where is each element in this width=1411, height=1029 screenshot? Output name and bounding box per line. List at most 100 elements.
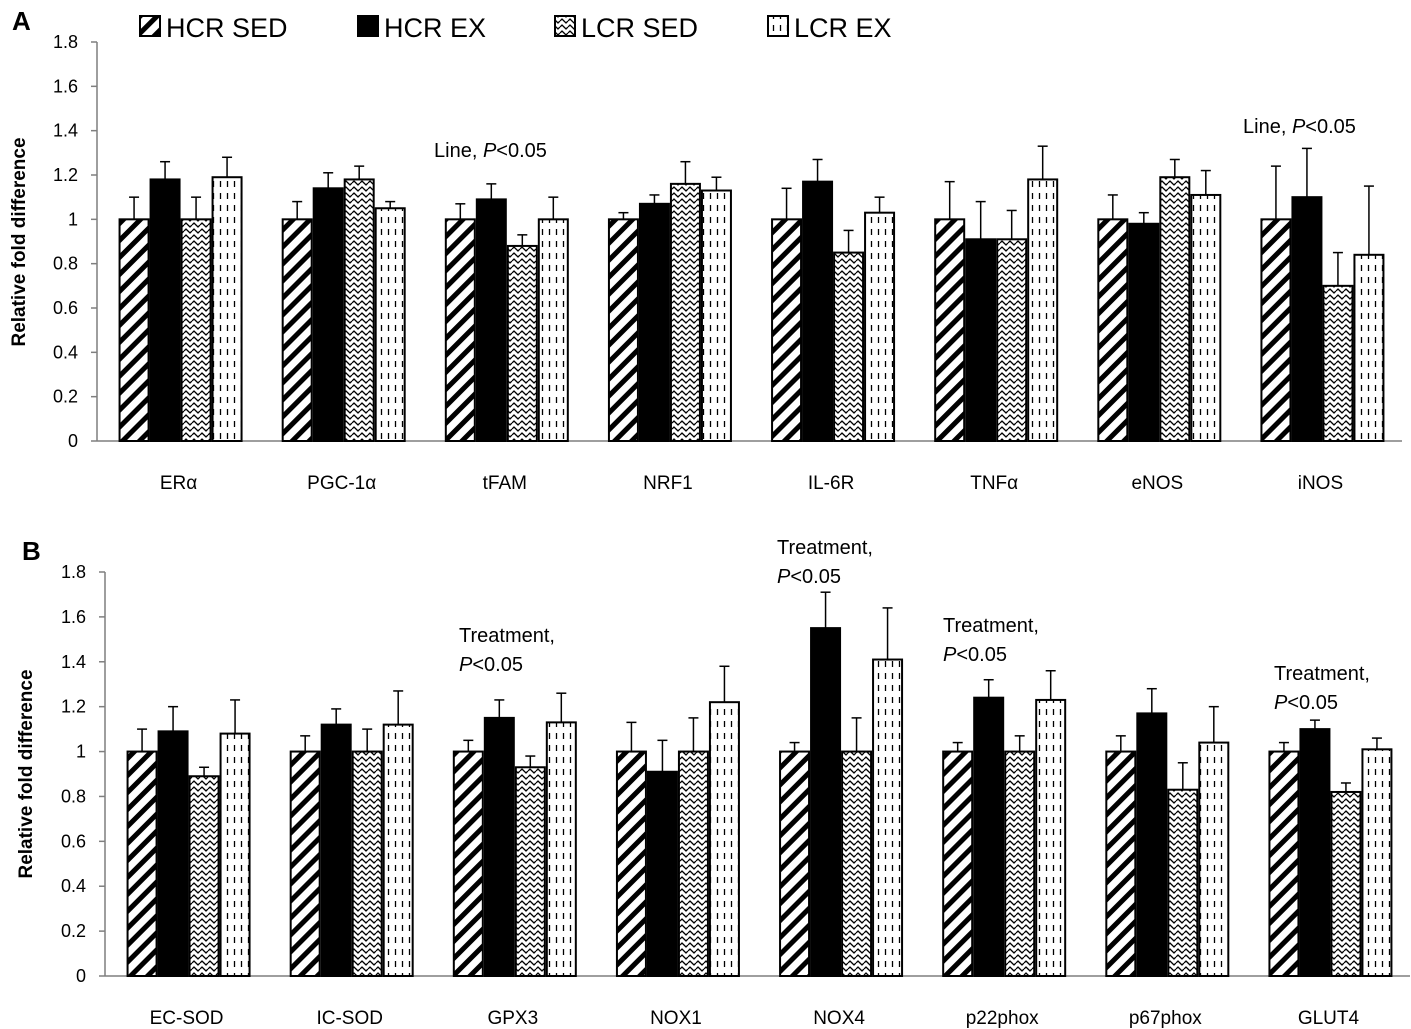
- annotation-text: P<0.05: [1274, 692, 1338, 714]
- x-category-label: IC-SOD: [316, 1008, 383, 1029]
- bar-hcr-sed-ec-sod: [126, 750, 158, 977]
- bar-hcr-ex-tnf: [965, 238, 997, 442]
- bar-hcr-ex-enos: [1128, 222, 1160, 442]
- bar-lcr-ex-tfam: [537, 218, 569, 442]
- bar-hcr-ex-glut4: [1299, 728, 1331, 977]
- bar-hcr-sed-enos: [1097, 218, 1129, 442]
- category-group-glut4: [1268, 719, 1393, 978]
- annotation-p22phox: Treatment, P<0.05: [943, 615, 1039, 666]
- bar-lcr-ex-glut4: [1361, 748, 1393, 977]
- bar-hcr-ex-p22phox: [973, 696, 1005, 977]
- y-tick-label: 1.2: [61, 697, 86, 717]
- legend-item-hcr-ex: HCR EX: [357, 13, 486, 43]
- y-tick-label: 1.6: [53, 76, 78, 96]
- bar-hcr-sed-er: [118, 218, 150, 442]
- bar-hcr-ex-nox1: [646, 770, 678, 977]
- panel-letter-a: A: [12, 6, 31, 36]
- bar-hcr-sed-nox4: [779, 750, 811, 977]
- panel-letter-b: B: [22, 536, 41, 566]
- x-category-label: eNOS: [1131, 473, 1183, 494]
- bar-hcr-sed-ic-sod: [289, 750, 321, 977]
- bar-lcr-sed-nrf1: [669, 182, 701, 442]
- bar-lcr-ex-p67phox: [1198, 741, 1230, 977]
- bar-lcr-ex-enos: [1190, 193, 1222, 442]
- bar-hcr-sed-tfam: [444, 218, 476, 442]
- y-tick-label: 1.4: [61, 652, 86, 672]
- bar-hcr-sed-pgc-1: [281, 218, 313, 442]
- legend-label: LCR SED: [581, 13, 698, 43]
- legend-swatch: [554, 15, 576, 37]
- bar-lcr-sed-glut4: [1330, 790, 1362, 978]
- bar-lcr-ex-ic-sod: [382, 723, 414, 977]
- x-category-label: iNOS: [1298, 473, 1343, 494]
- bar-lcr-sed-inos: [1322, 284, 1354, 443]
- legend-swatch: [767, 15, 789, 37]
- x-category-label: p67phox: [1129, 1008, 1202, 1029]
- bar-hcr-ex-nrf1: [638, 202, 670, 442]
- category-group-nox4: [779, 591, 904, 977]
- category-group-gpx3: [452, 692, 577, 978]
- category-group-p67phox: [1105, 687, 1230, 978]
- bar-lcr-sed-tfam: [506, 244, 538, 442]
- y-tick-label: 0.6: [53, 298, 78, 318]
- annotation-nox4: Treatment, P<0.05: [777, 537, 873, 588]
- bar-lcr-ex-inos: [1353, 253, 1385, 442]
- legend-item-lcr-sed: LCR SED: [554, 13, 698, 43]
- x-category-label: GLUT4: [1298, 1008, 1360, 1029]
- x-category-label: GPX3: [487, 1008, 538, 1029]
- y-tick-label: 0: [68, 431, 78, 451]
- bar-lcr-sed-ic-sod: [351, 750, 383, 977]
- legend: HCR SED HCR EX LCR SED LCR EX: [139, 13, 892, 43]
- category-group-p22phox: [942, 670, 1067, 978]
- bar-lcr-sed-ec-sod: [188, 775, 220, 977]
- y-tick-label: 0.8: [61, 786, 86, 806]
- bar-lcr-ex-tnf: [1027, 178, 1059, 443]
- legend-label: HCR SED: [166, 13, 288, 43]
- category-group-pgc-1: [281, 165, 406, 443]
- bar-lcr-sed-tnf: [996, 238, 1028, 442]
- bar-lcr-ex-nrf1: [700, 189, 732, 442]
- category-group-tfam: [444, 183, 569, 442]
- y-tick-label: 0.2: [53, 387, 78, 407]
- bar-hcr-ex-il-6r: [802, 180, 834, 442]
- bar-lcr-sed-gpx3: [514, 766, 546, 977]
- annotation-text: P<0.05: [943, 644, 1007, 666]
- bar-lcr-sed-il-6r: [833, 251, 865, 442]
- bar-lcr-ex-pgc-1: [374, 207, 406, 442]
- bar-hcr-sed-p67phox: [1105, 750, 1137, 977]
- annotation-text: Treatment,: [943, 615, 1039, 637]
- bar-hcr-ex-er: [149, 178, 181, 443]
- y-axis-title: Relative fold difference: [16, 669, 37, 878]
- annotation-text: Line, P<0.05: [434, 140, 547, 162]
- bar-lcr-sed-p67phox: [1167, 788, 1199, 978]
- annotation-text: Treatment,: [459, 625, 555, 647]
- bar-hcr-sed-nox1: [615, 750, 647, 977]
- panel-b-chart: 0 0.2 0.4 0.6 0.8 1 1.2 1.4 1.6 1.8 Relative fold …: [16, 537, 1410, 1029]
- bar-lcr-sed-nox4: [841, 750, 873, 977]
- annotation-inos: Line, P<0.05: [1243, 116, 1356, 138]
- bar-hcr-ex-ec-sod: [157, 730, 189, 977]
- legend-label: LCR EX: [794, 13, 892, 43]
- bar-hcr-ex-tfam: [475, 198, 507, 442]
- annotation-glut4: Treatment, P<0.05: [1274, 663, 1370, 714]
- bar-lcr-sed-er: [180, 218, 212, 442]
- y-tick-label: 0.4: [61, 876, 86, 896]
- category-group-tnf: [934, 145, 1059, 443]
- bar-lcr-ex-gpx3: [545, 721, 577, 978]
- category-group-enos: [1097, 158, 1222, 442]
- bar-hcr-sed-inos: [1260, 218, 1292, 442]
- bar-hcr-sed-nrf1: [607, 218, 639, 442]
- category-group-ec-sod: [126, 699, 251, 977]
- panel-a-chart: 0 0.2 0.4 0.6 0.8 1 1.2 1.4 1.6 1.8 Relative fold …: [9, 32, 1402, 494]
- y-tick-label: 0.2: [61, 921, 86, 941]
- y-tick-label: 1.8: [61, 562, 86, 582]
- bar-lcr-ex-ec-sod: [219, 732, 251, 977]
- bar-hcr-sed-gpx3: [452, 750, 484, 977]
- annotation-text: P<0.05: [777, 566, 841, 588]
- y-tick-label: 1.8: [53, 32, 78, 52]
- x-category-label: PGC-1α: [307, 473, 376, 494]
- legend-item-hcr-sed: HCR SED: [139, 13, 288, 43]
- category-group-inos: [1260, 147, 1385, 443]
- bar-hcr-ex-pgc-1: [312, 187, 344, 442]
